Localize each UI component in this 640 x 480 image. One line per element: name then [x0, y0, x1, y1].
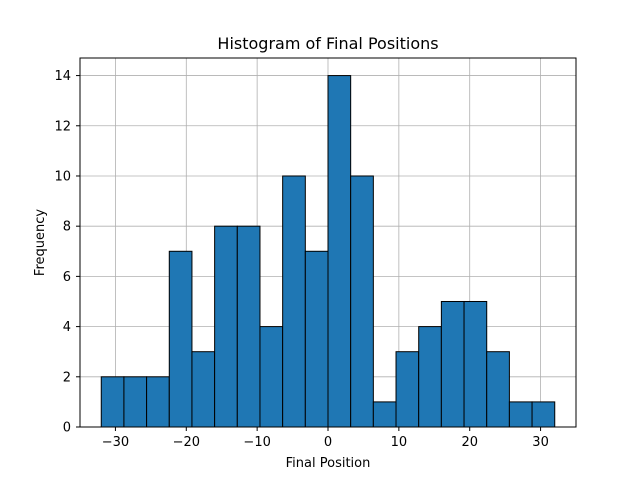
- histogram-bars: [100, 75, 556, 428]
- histogram-bar: [418, 326, 442, 428]
- x-tick-label: −10: [243, 435, 270, 450]
- x-axis-ticks: −30 −20 −10 0 10 20 30: [102, 427, 549, 450]
- y-axis-label: Frequency: [33, 209, 48, 276]
- histogram-bar: [236, 225, 261, 428]
- histogram-bar: [259, 326, 284, 428]
- histogram-bar: [146, 376, 170, 428]
- x-tick-label: −20: [173, 435, 200, 450]
- y-tick-label: 6: [63, 270, 71, 285]
- histogram-bar: [372, 401, 397, 428]
- histogram-bar: [191, 351, 216, 428]
- histogram-bar: [440, 300, 465, 428]
- y-tick-label: 2: [63, 370, 71, 385]
- y-tick-label: 12: [54, 119, 71, 134]
- histogram-bar: [327, 75, 352, 428]
- histogram-bar: [168, 250, 193, 428]
- x-axis-label: Final Position: [286, 456, 371, 471]
- histogram-bar: [214, 225, 238, 428]
- histogram-bar: [486, 351, 510, 428]
- y-tick-label: 14: [54, 69, 71, 84]
- histogram-bar: [508, 401, 533, 428]
- y-axis-ticks: 0 2 4 6 8 10 12 14: [54, 69, 80, 436]
- y-tick-label: 10: [54, 169, 71, 184]
- y-tick-label: 4: [63, 320, 71, 335]
- histogram-bar: [463, 300, 488, 428]
- x-tick-label: 10: [391, 435, 408, 450]
- y-tick-label: 0: [63, 421, 71, 436]
- histogram-bar: [531, 401, 556, 428]
- histogram-bar: [123, 376, 148, 428]
- x-tick-label: 30: [532, 435, 549, 450]
- histogram-bar: [350, 175, 374, 428]
- x-tick-label: −30: [102, 435, 129, 450]
- histogram-bar: [100, 376, 125, 428]
- histogram-bar: [395, 351, 420, 428]
- x-tick-label: 20: [461, 435, 478, 450]
- histogram-bar: [282, 175, 306, 428]
- histogram-bar: [304, 250, 329, 428]
- chart-title: Histogram of Final Positions: [217, 34, 438, 53]
- y-tick-label: 8: [63, 220, 71, 235]
- x-tick-label: 0: [324, 435, 332, 450]
